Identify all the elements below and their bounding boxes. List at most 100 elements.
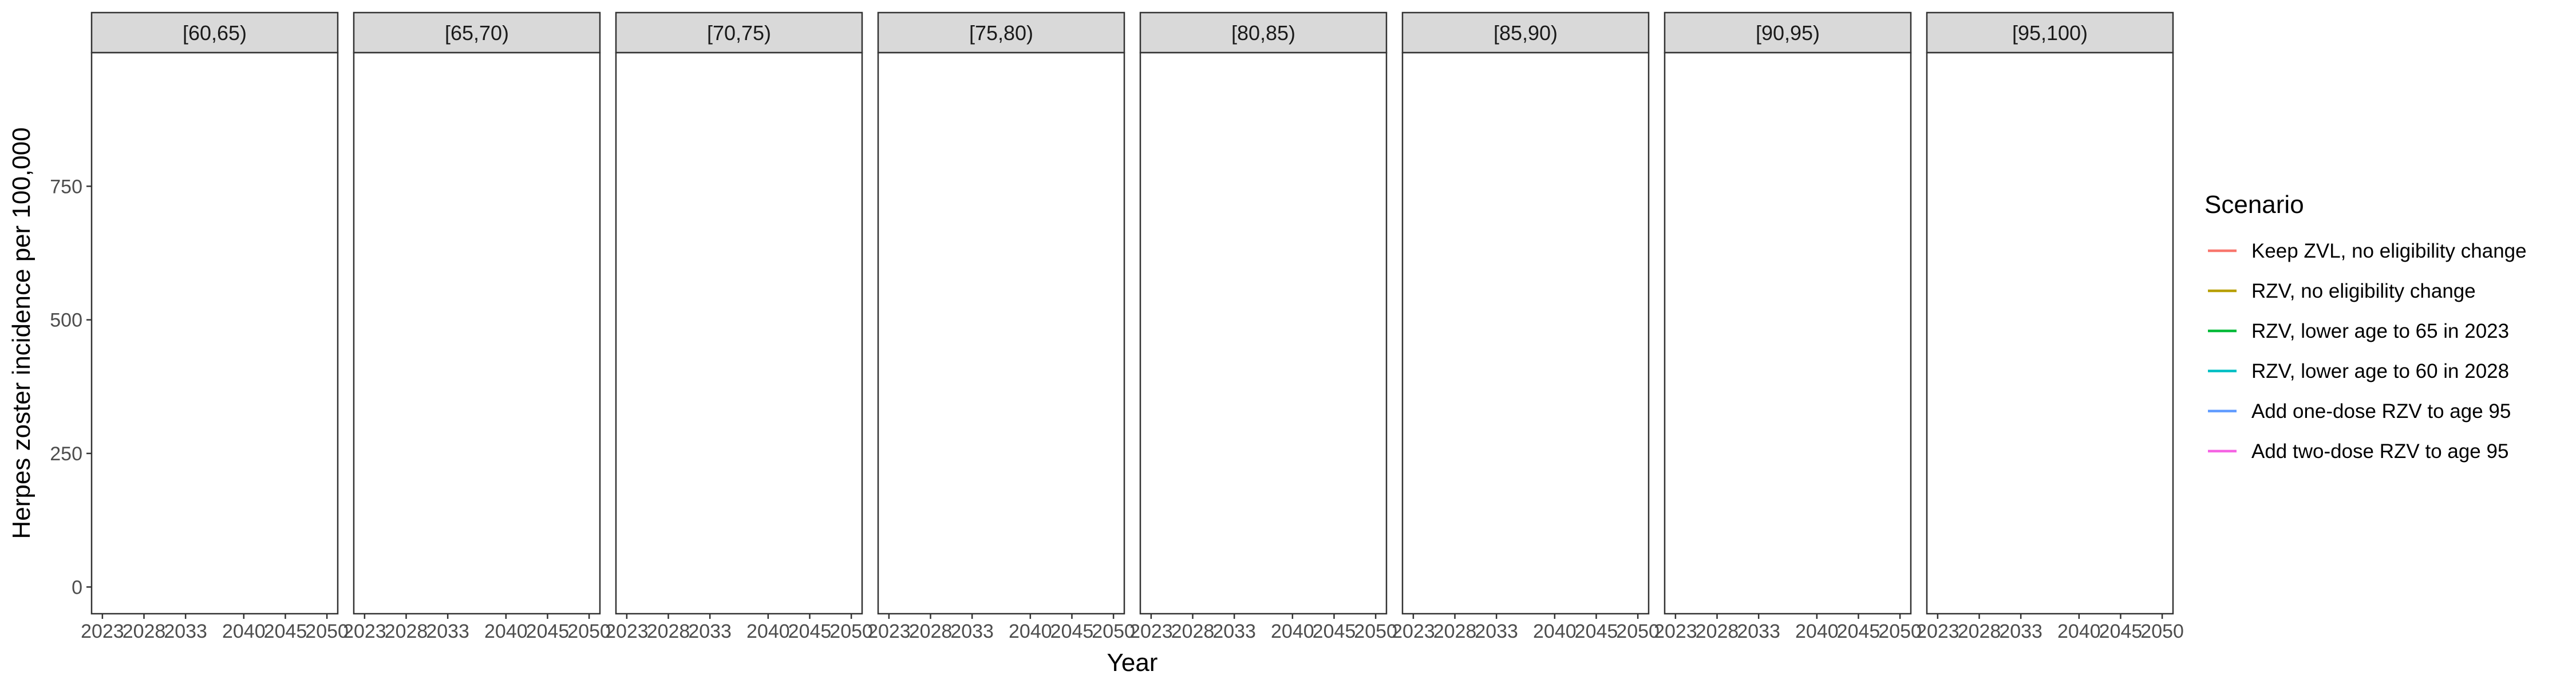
facet-strip-label: [85,90) (1494, 21, 1558, 45)
legend-label: RZV, lower age to 65 in 2023 (2251, 320, 2509, 342)
legend-label: Add two-dose RZV to age 95 (2251, 440, 2508, 463)
x-tick-label: 2040 (484, 621, 528, 642)
facet-strip-label: [75,80) (969, 21, 1033, 45)
x-tick-label: 2045 (1837, 621, 1880, 642)
x-tick-label: 2045 (2099, 621, 2143, 642)
facet-strip (90, 11, 339, 54)
x-tick-label: 2040 (1795, 621, 1839, 642)
x-tick-label: 2033 (1475, 621, 1518, 642)
y-tick-label: 750 (50, 176, 82, 198)
x-tick-label: 2028 (1171, 621, 1215, 642)
x-tick-label: 2023 (81, 621, 124, 642)
legend-item-lower60: RZV, lower age to 60 in 2028 (2208, 360, 2509, 382)
x-tick-label: 2040 (746, 621, 790, 642)
x-tick-label: 2040 (2057, 621, 2101, 642)
facet-strip-label: [65,70) (445, 21, 509, 45)
legend-label: RZV, lower age to 60 in 2028 (2251, 360, 2509, 382)
x-tick-label: 2033 (164, 621, 207, 642)
x-tick-label: 2040 (1533, 621, 1577, 642)
panel-border (1926, 52, 2174, 615)
facet-strip (1664, 11, 1912, 54)
x-tick-label: 2033 (1212, 621, 1256, 642)
x-tick-label: 2023 (605, 621, 649, 642)
legend-items: Keep ZVL, no eligibility change RZV, no e… (2208, 240, 2527, 463)
facet-strip (353, 11, 601, 54)
x-tick-label: 2050 (1616, 621, 1660, 642)
x-tick-label: 2028 (385, 621, 428, 642)
facet-strip-label: [70,75) (707, 21, 771, 45)
x-tick-label: 2045 (1575, 621, 1618, 642)
legend-label: Add one-dose RZV to age 95 (2251, 400, 2511, 423)
legend-item-keep: Keep ZVL, no eligibility change (2208, 240, 2527, 262)
x-tick-label: 2050 (1354, 621, 1397, 642)
y-tick-label: 250 (50, 443, 82, 465)
x-tick-label: 2033 (426, 621, 469, 642)
x-tick-label: 2023 (1654, 621, 1697, 642)
x-tick-label: 2023 (1392, 621, 1435, 642)
x-tick-label: 2050 (567, 621, 611, 642)
x-tick-label: 2050 (829, 621, 873, 642)
legend-label: Keep ZVL, no eligibility change (2251, 240, 2527, 262)
panel-border (615, 52, 863, 615)
panel-border (1664, 52, 1912, 615)
facet-strip (1926, 11, 2174, 54)
legend-item-lower65: RZV, lower age to 65 in 2023 (2208, 320, 2509, 342)
x-tick-label: 2040 (1271, 621, 1314, 642)
panel-border (1401, 52, 1650, 615)
panel-border (877, 52, 1125, 615)
legend-label: RZV, no eligibility change (2251, 280, 2476, 302)
x-tick-label: 2045 (526, 621, 570, 642)
y-tick-label: 0 (72, 577, 82, 598)
legend: Scenario Keep ZVL, no eligibility change… (2204, 191, 2527, 463)
x-tick-label: 2023 (1129, 621, 1173, 642)
x-tick-label: 2033 (950, 621, 994, 642)
facet-strip (1401, 11, 1650, 54)
x-tick-label: 2023 (343, 621, 386, 642)
x-tick-label: 2028 (909, 621, 953, 642)
panel-border (353, 52, 601, 615)
x-tick-label: 2045 (1313, 621, 1356, 642)
x-tick-label: 2023 (867, 621, 911, 642)
x-tick-label: 2023 (1916, 621, 1959, 642)
x-tick-label: 2045 (1050, 621, 1094, 642)
panel-border (90, 52, 339, 615)
y-tick-label: 500 (50, 310, 82, 331)
x-tick-label: 2028 (1958, 621, 2001, 642)
x-tick-label: 2050 (305, 621, 349, 642)
legend-item-rzv: RZV, no eligibility change (2208, 280, 2476, 302)
legend-title: Scenario (2204, 191, 2304, 219)
x-tick-label: 2050 (1878, 621, 1922, 642)
x-tick-label: 2040 (222, 621, 266, 642)
x-tick-label: 2028 (647, 621, 690, 642)
facet-strip-label: [90,95) (1756, 21, 1820, 45)
x-tick-label: 2028 (123, 621, 166, 642)
x-tick-label: 2033 (1737, 621, 1780, 642)
x-tick-label: 2033 (688, 621, 732, 642)
panel-border (1139, 52, 1388, 615)
facet-strip-label: [80,85) (1231, 21, 1295, 45)
y-axis-title: Herpes zoster incidence per 100,000 (7, 127, 35, 539)
facet-strip (615, 11, 863, 54)
facet-strip-label: [60,65) (183, 21, 247, 45)
x-tick-label: 2050 (1092, 621, 1135, 642)
x-tick-label: 2028 (1433, 621, 1477, 642)
x-tick-label: 2028 (1696, 621, 1739, 642)
legend-item-two95: Add two-dose RZV to age 95 (2208, 440, 2508, 463)
x-tick-label: 2040 (1009, 621, 1052, 642)
x-tick-label: 2033 (1999, 621, 2042, 642)
x-tick-label: 2045 (264, 621, 307, 642)
x-tick-label: 2045 (788, 621, 832, 642)
facet-strip-label: [95,100) (2012, 21, 2088, 45)
x-tick-label: 2050 (2140, 621, 2184, 642)
x-axis-title: Year (1107, 649, 1158, 677)
